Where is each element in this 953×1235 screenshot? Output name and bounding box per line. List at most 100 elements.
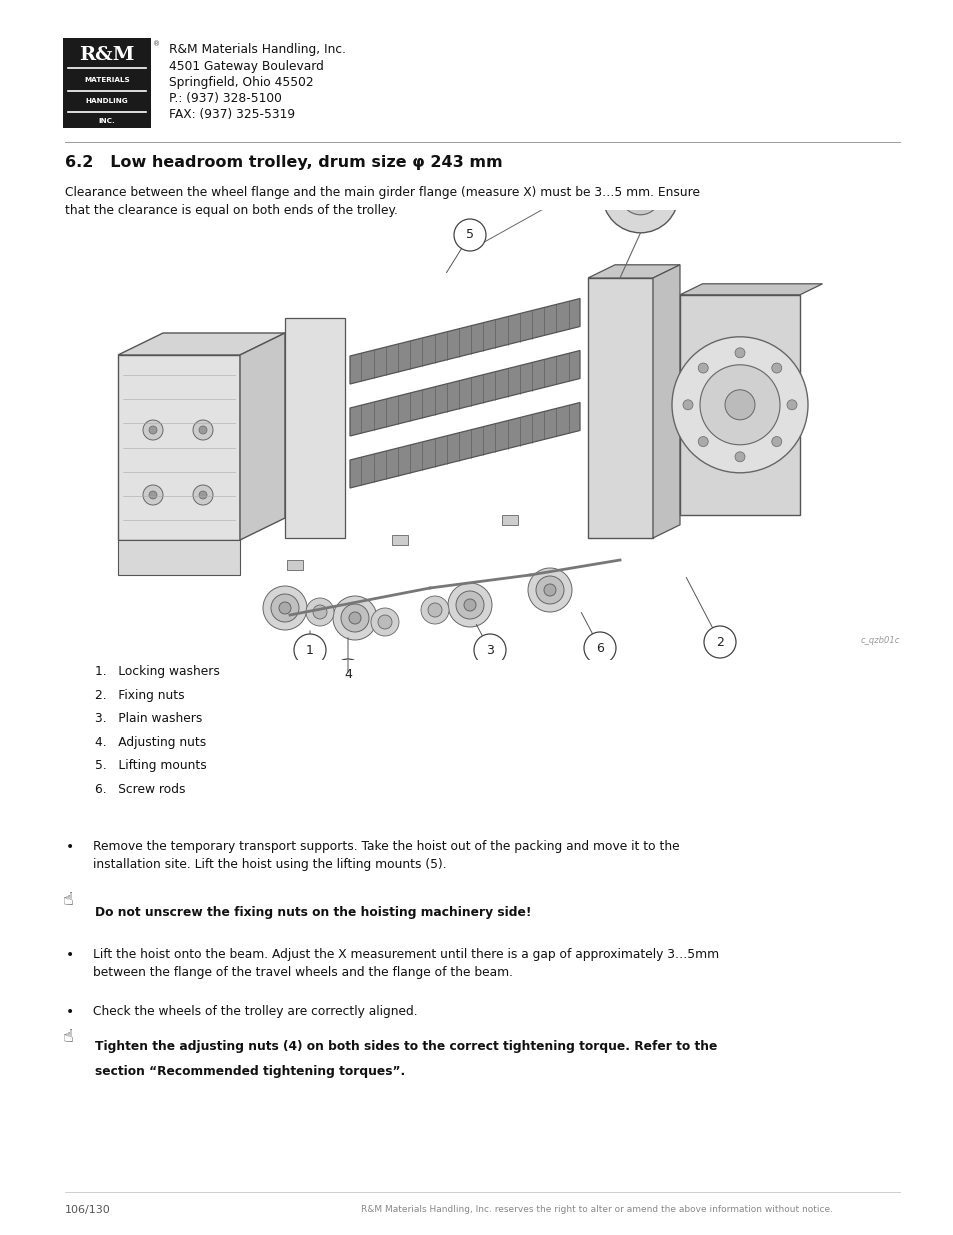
Text: ®: ® [152,41,160,47]
Circle shape [671,337,807,473]
Text: R&M Materials Handling, Inc.: R&M Materials Handling, Inc. [169,43,346,57]
Polygon shape [350,351,579,436]
Text: Do not unscrew the fixing nuts on the hoisting machinery side!: Do not unscrew the fixing nuts on the ho… [95,905,531,919]
Circle shape [199,492,207,499]
Circle shape [199,426,207,433]
Circle shape [786,400,796,410]
Text: Tighten the adjusting nuts (4) on both sides to the correct tightening torque. R: Tighten the adjusting nuts (4) on both s… [95,1040,717,1053]
Polygon shape [240,333,285,540]
Text: •: • [66,1005,74,1019]
Circle shape [263,585,307,630]
Text: P.: (937) 328-5100: P.: (937) 328-5100 [169,93,281,105]
Circle shape [771,436,781,447]
Text: 6.   Screw rods: 6. Screw rods [95,783,185,797]
Circle shape [456,592,483,619]
Circle shape [332,659,364,692]
Polygon shape [652,264,679,538]
Text: •: • [66,840,74,853]
Polygon shape [587,278,652,538]
Circle shape [313,605,327,619]
Text: 2.   Fixing nuts: 2. Fixing nuts [95,689,185,701]
Text: ☝: ☝ [63,1028,73,1046]
Circle shape [474,634,505,666]
Polygon shape [118,540,240,576]
Circle shape [703,626,735,658]
Text: Check the wheels of the trolley are correctly aligned.: Check the wheels of the trolley are corr… [92,1005,417,1018]
Polygon shape [118,354,240,540]
Circle shape [371,608,398,636]
Circle shape [698,436,707,447]
Circle shape [349,613,360,624]
Circle shape [448,583,492,627]
Text: 6: 6 [596,641,603,655]
Text: 2: 2 [716,636,723,648]
Text: 4: 4 [344,668,352,682]
Text: MATERIALS: MATERIALS [84,77,130,83]
Circle shape [463,599,476,611]
Polygon shape [350,299,579,384]
Text: R&M Materials Handling, Inc. reserves the right to alter or amend the above info: R&M Materials Handling, Inc. reserves th… [360,1205,832,1214]
Text: •: • [66,948,74,962]
Circle shape [771,363,781,373]
Polygon shape [679,295,800,515]
Bar [392,535,408,545]
Text: 6.2   Low headroom trolley, drum size φ 243 mm: 6.2 Low headroom trolley, drum size φ 24… [65,154,502,169]
Text: 1.   Locking washers: 1. Locking washers [95,666,219,678]
Circle shape [454,219,485,251]
Circle shape [143,485,163,505]
Text: Remove the temporary transport supports. Take the hoist out of the packing and m: Remove the temporary transport supports.… [92,840,679,871]
Circle shape [583,632,616,664]
Text: 5: 5 [465,228,474,242]
Polygon shape [118,333,285,354]
Text: FAX: (937) 325-5319: FAX: (937) 325-5319 [169,109,294,121]
Text: R&M: R&M [79,46,134,64]
Circle shape [602,157,678,233]
Text: 4.   Adjusting nuts: 4. Adjusting nuts [95,736,206,748]
Polygon shape [350,403,579,488]
Circle shape [632,186,648,203]
Text: Clearance between the wheel flange and the main girder flange (measure X) must b: Clearance between the wheel flange and t… [65,186,700,217]
Circle shape [294,634,326,666]
Circle shape [734,452,744,462]
Circle shape [193,485,213,505]
Polygon shape [285,317,345,538]
Circle shape [149,426,157,433]
Circle shape [377,615,392,629]
Circle shape [340,604,369,632]
Circle shape [698,363,707,373]
Circle shape [149,492,157,499]
Text: ☝: ☝ [63,890,73,909]
Text: 3.   Plain washers: 3. Plain washers [95,713,202,725]
Text: section “Recommended tightening torques”.: section “Recommended tightening torques”… [95,1065,405,1078]
Circle shape [619,175,659,215]
Text: 4501 Gateway Boulevard: 4501 Gateway Boulevard [169,59,323,73]
Bar [63,38,151,128]
Circle shape [428,603,441,618]
Circle shape [278,601,291,614]
Circle shape [193,420,213,440]
Polygon shape [587,264,679,278]
Circle shape [536,576,563,604]
Circle shape [734,348,744,358]
Text: 3: 3 [485,643,494,657]
Circle shape [333,597,376,640]
Circle shape [682,400,692,410]
Text: Springfield, Ohio 45502: Springfield, Ohio 45502 [169,75,314,89]
Circle shape [271,594,298,622]
Circle shape [420,597,449,624]
Bar [287,559,303,571]
Text: 106/130: 106/130 [65,1205,111,1215]
Text: 1: 1 [306,643,314,657]
Text: Lift the hoist onto the beam. Adjust the X measurement until there is a gap of a: Lift the hoist onto the beam. Adjust the… [92,948,719,979]
Circle shape [724,390,754,420]
Text: 5.   Lifting mounts: 5. Lifting mounts [95,760,207,773]
Circle shape [143,420,163,440]
Text: c_qzb01c: c_qzb01c [860,636,899,645]
Text: INC.: INC. [98,119,115,124]
Text: HANDLING: HANDLING [86,98,129,104]
Circle shape [543,584,556,597]
Circle shape [527,568,572,613]
Circle shape [700,364,780,445]
Circle shape [306,598,334,626]
Bar [501,515,517,525]
